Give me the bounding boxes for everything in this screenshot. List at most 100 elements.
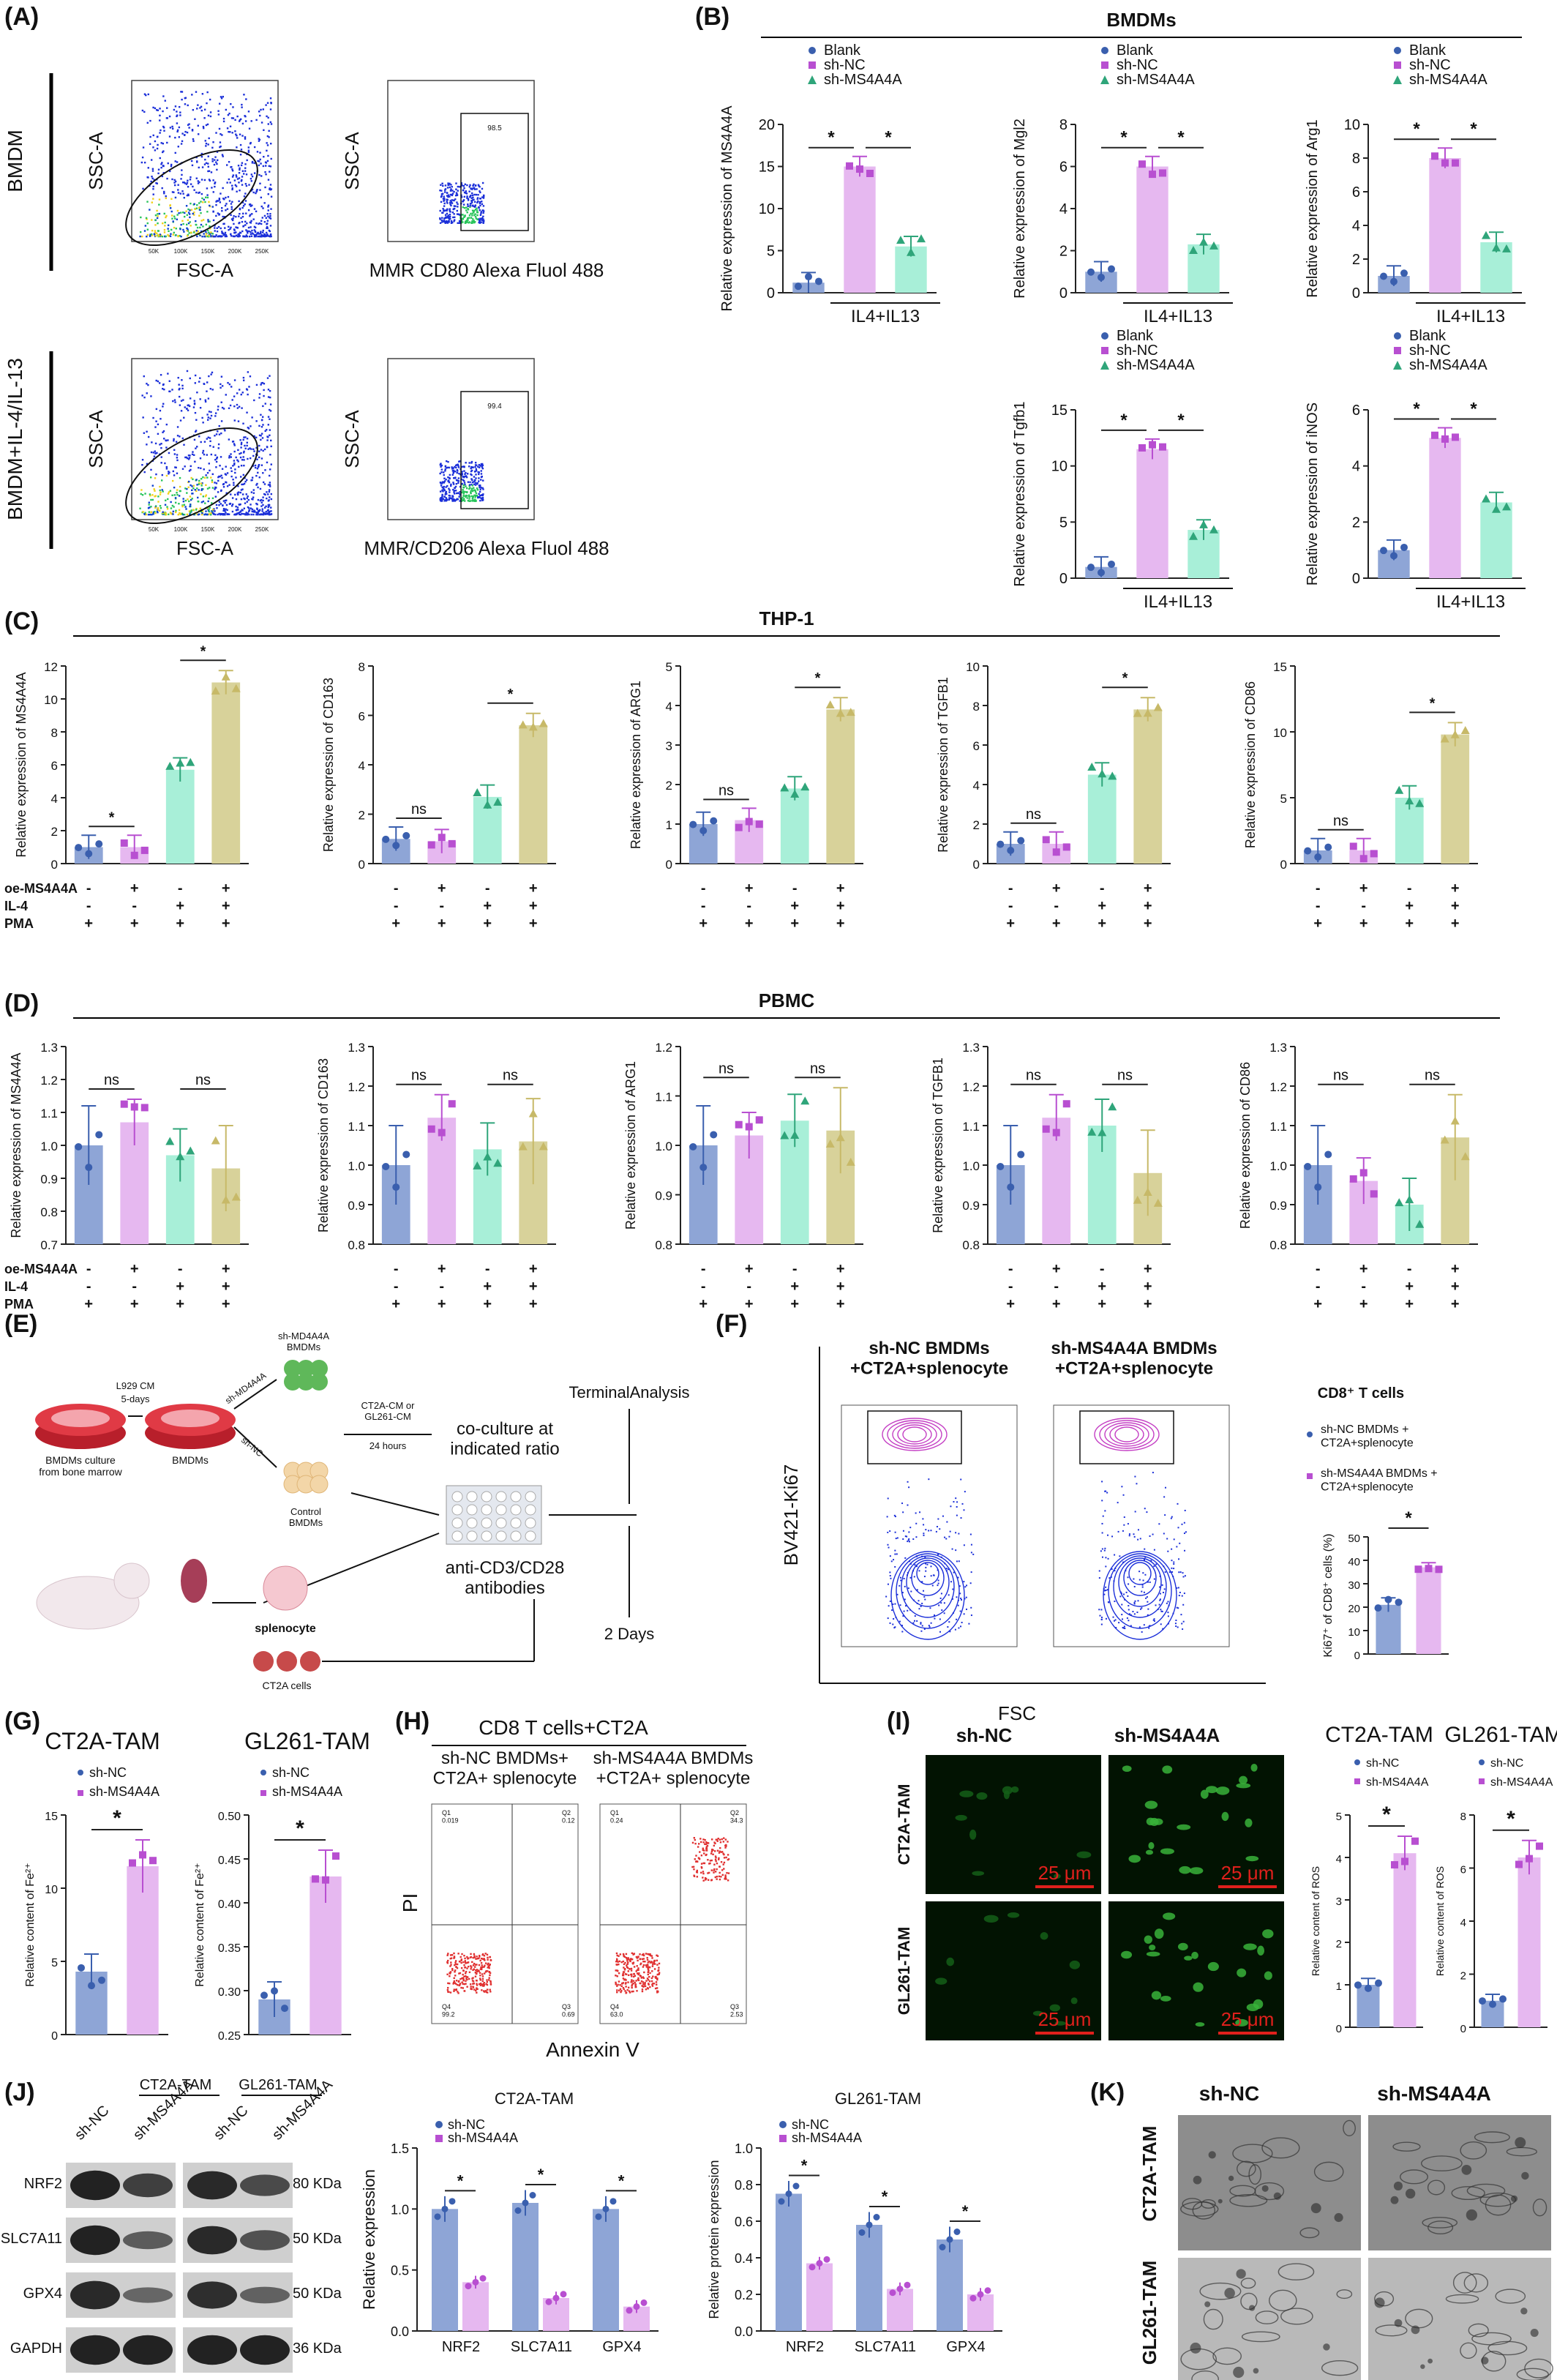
event-dot: [885, 1595, 888, 1598]
event-dot: [713, 1869, 715, 1871]
event-dot: [482, 488, 484, 490]
column-title: sh-NC BMDMs+ CT2A+ splenocyte: [433, 1748, 577, 1789]
event-dot: [631, 1952, 634, 1955]
event-dot: [939, 1618, 941, 1620]
data-point: [889, 2289, 896, 2297]
data-point: [1087, 564, 1095, 572]
event-dot: [151, 168, 154, 170]
event-dot: [1100, 1618, 1103, 1620]
event-dot: [200, 201, 202, 203]
data-point: [221, 1195, 230, 1204]
event-dot: [439, 222, 442, 224]
event-dot: [923, 1595, 926, 1598]
event-dot: [447, 460, 449, 463]
event-dot: [1101, 1522, 1103, 1524]
event-dot: [190, 160, 193, 162]
event-dot: [261, 381, 264, 384]
event-dot: [246, 501, 248, 503]
event-dot: [1141, 1607, 1143, 1609]
event-dot: [1101, 1556, 1103, 1558]
event-dot: [470, 1988, 472, 1990]
event-dot: [914, 1564, 916, 1566]
event-dot: [222, 486, 225, 488]
event-dot: [465, 209, 468, 212]
event-dot: [251, 188, 254, 191]
event-dot: [225, 233, 227, 236]
event-dot: [207, 162, 209, 165]
event-dot: [949, 1631, 951, 1633]
event-dot: [227, 381, 229, 384]
event-dot: [245, 173, 248, 176]
event-dot: [195, 207, 198, 209]
event-dot: [473, 489, 476, 491]
event-dot: [894, 1531, 896, 1533]
event-dot: [244, 513, 247, 516]
event-dot: [1183, 1533, 1185, 1535]
event-dot: [454, 1961, 457, 1964]
data-point: [1384, 1595, 1392, 1603]
event-dot: [637, 1959, 639, 1962]
event-dot: [468, 487, 470, 490]
event-dot: [916, 1620, 918, 1622]
cell-signal: [1243, 1943, 1257, 1950]
cell-signal: [1177, 1824, 1191, 1830]
event-dot: [252, 496, 255, 498]
event-dot: [156, 217, 159, 220]
event-dot: [211, 512, 214, 514]
event-dot: [197, 104, 199, 106]
well: [495, 1530, 507, 1542]
event-dot: [719, 1841, 722, 1844]
event-dot: [1184, 1575, 1186, 1577]
event-dot: [233, 484, 235, 486]
event-dot: [439, 190, 441, 192]
event-dot: [472, 204, 474, 206]
event-dot: [725, 1878, 727, 1880]
event-dot: [182, 222, 184, 225]
event-dot: [228, 229, 230, 231]
x-tick-label: 50K: [149, 526, 160, 533]
event-dot: [269, 403, 272, 405]
event-dot: [244, 224, 247, 226]
event-dot: [715, 1838, 717, 1841]
cell-signal: [935, 1977, 948, 1985]
event-dot: [480, 212, 482, 214]
event-dot: [240, 149, 243, 151]
event-dot: [451, 468, 454, 470]
y-tick-label: 0.8: [40, 1205, 58, 1219]
event-dot: [470, 483, 473, 486]
legend-label: sh-MS4A4A: [1117, 357, 1195, 373]
data-point: [1209, 525, 1218, 534]
event-dot: [220, 420, 223, 422]
event-dot: [232, 117, 235, 119]
event-dot: [187, 219, 190, 221]
event-dot: [1152, 1472, 1154, 1474]
event-dot: [465, 1983, 467, 1985]
event-dot: [449, 190, 452, 192]
event-dot: [139, 507, 141, 509]
event-dot: [223, 216, 226, 218]
event-dot: [482, 215, 484, 218]
event-dot: [439, 472, 441, 475]
event-dot: [167, 373, 169, 375]
event-dot: [1105, 1565, 1107, 1568]
event-dot: [462, 1987, 464, 1989]
event-dot: [1166, 1602, 1168, 1604]
event-dot: [208, 201, 210, 203]
data-point: [85, 1164, 93, 1172]
event-dot: [909, 1563, 912, 1565]
panel-label-d: (D): [4, 989, 40, 1017]
event-dot: [472, 218, 474, 220]
event-dot: [477, 193, 479, 196]
event-dot: [258, 160, 260, 162]
event-dot: [176, 114, 179, 116]
y-tick-label: 1.2: [348, 1080, 365, 1094]
event-dot: [652, 1983, 654, 1985]
mouse-head: [113, 1563, 150, 1599]
event-dot: [446, 498, 448, 500]
event-dot: [466, 1956, 468, 1958]
event-dot: [937, 1554, 939, 1556]
condition-sign: +: [1098, 916, 1106, 932]
event-dot: [179, 419, 182, 422]
event-dot: [167, 228, 169, 230]
